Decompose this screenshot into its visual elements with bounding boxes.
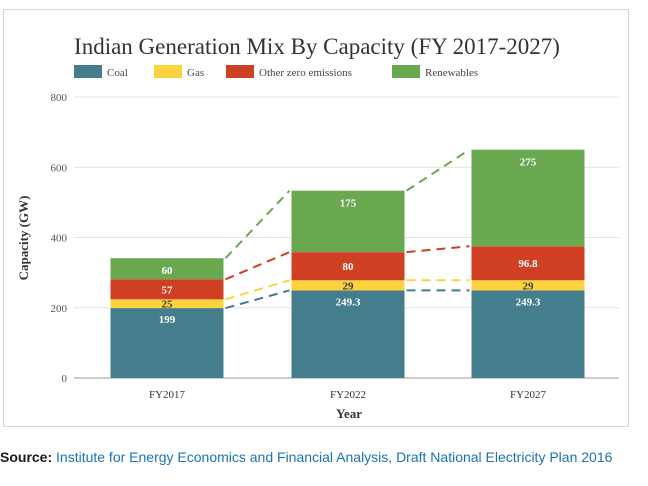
bar-coal-fy2017 [110, 308, 224, 378]
legend-swatch-renewables [392, 65, 420, 78]
connector-renewables [405, 148, 471, 192]
x-tick-label: FY2022 [330, 389, 366, 401]
connector-gas [225, 279, 290, 301]
data-label: 275 [520, 157, 537, 169]
legend-label-other-zero-emissions: Other zero emissions [259, 67, 352, 79]
connector-renewables [224, 189, 291, 259]
bar-other-zero-emissions-fy2022 [291, 252, 405, 281]
source-caption: Source: Institute for Energy Economics a… [0, 446, 640, 468]
data-label: 199 [159, 314, 176, 326]
bar-renewables-fy2017 [110, 258, 224, 280]
data-label: 80 [343, 261, 355, 273]
connector-other-zero-emissions [406, 245, 470, 254]
legend-swatch-other-zero-emissions [226, 65, 254, 78]
y-tick-label: 800 [51, 92, 68, 104]
data-label: 96.8 [518, 258, 538, 270]
connector-other-zero-emissions [225, 251, 290, 281]
legend-label-renewables: Renewables [425, 67, 478, 79]
y-tick-label: 600 [51, 162, 68, 174]
data-label: 57 [162, 284, 174, 296]
source-link[interactable]: Institute for Energy Economics and Finan… [56, 449, 613, 465]
y-tick-label: 400 [51, 233, 68, 245]
source-label: Source: [0, 449, 53, 465]
y-tick-label: 0 [62, 373, 68, 385]
data-label: 25 [162, 299, 174, 311]
legend-swatch-coal [74, 65, 102, 78]
bar-gas-fy2027 [471, 280, 585, 291]
data-label: 249.3 [336, 296, 361, 308]
legend-swatch-gas [154, 65, 182, 78]
data-label: 60 [162, 265, 174, 277]
data-label: 249.3 [516, 296, 541, 308]
x-tick-label: FY2027 [510, 389, 547, 401]
y-tick-label: 200 [51, 303, 68, 315]
x-tick-label: FY2017 [149, 389, 186, 401]
bar-gas-fy2017 [110, 299, 224, 309]
connector-coal [225, 289, 290, 310]
x-axis-title: Year [336, 406, 362, 421]
data-label: 175 [340, 198, 357, 210]
data-label: 29 [343, 280, 355, 292]
bar-renewables-fy2027 [471, 149, 585, 247]
legend-label-gas: Gas [187, 67, 204, 79]
chart-title: Indian Generation Mix By Capacity (FY 20… [74, 34, 560, 59]
bar-coal-fy2027 [471, 290, 585, 378]
bar-gas-fy2022 [291, 280, 405, 291]
bar-other-zero-emissions-fy2017 [110, 279, 224, 300]
bar-other-zero-emissions-fy2027 [471, 246, 585, 281]
bar-renewables-fy2022 [291, 190, 405, 253]
data-label: 29 [523, 280, 535, 292]
chart: Indian Generation Mix By Capacity (FY 20… [16, 34, 619, 421]
legend-label-coal: Coal [107, 67, 128, 79]
bar-coal-fy2022 [291, 290, 405, 378]
chart-frame: Indian Generation Mix By Capacity (FY 20… [3, 9, 629, 427]
y-axis-title: Capacity (GW) [16, 196, 31, 281]
